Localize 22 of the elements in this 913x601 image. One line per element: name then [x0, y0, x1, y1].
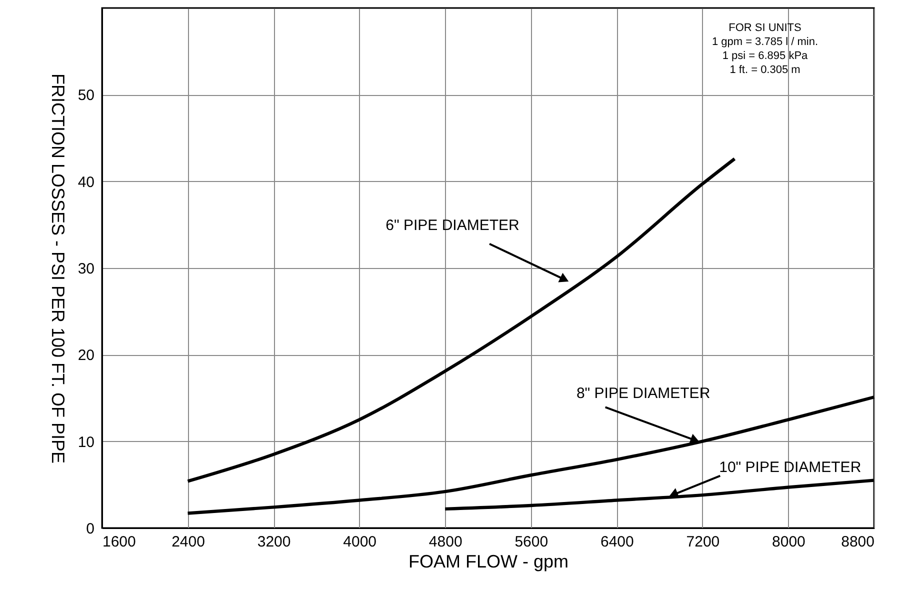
x-tick-label: 4000 [343, 534, 377, 550]
y-axis-title: FRICTION LOSSES - PSI PER 100 FT. OF PIPE [48, 73, 68, 464]
annotation: FOR SI UNITS 1 gpm = 3.785 l / min. 1 psi = 6.895 kPa 1 ft. = 0.305 m [712, 22, 818, 76]
x-tick-label: 8000 [772, 534, 806, 550]
y-tick-label: 40 [78, 174, 94, 191]
y-tick-label: 0 [86, 520, 94, 538]
x-tick-label: 6400 [600, 534, 634, 550]
x-tick-label: 1600 [102, 534, 136, 550]
x-tick-label: 4800 [428, 534, 462, 550]
x-tick-label: 8800 [841, 534, 874, 550]
annotation: 8" PIPE DIAMETER [576, 385, 710, 402]
y-tick-label: 50 [78, 87, 94, 104]
y-tick-label: 10 [78, 434, 94, 451]
x-axis-title: FOAM FLOW - gpm [408, 552, 569, 572]
x-tick-label: 5600 [514, 534, 548, 550]
y-tick-label: 30 [78, 260, 94, 278]
x-tick-label: 2400 [172, 534, 205, 550]
x-tick-label: 3200 [257, 534, 291, 550]
y-tick-label: 20 [78, 347, 94, 364]
x-tick-label: 7200 [686, 534, 720, 550]
annotation: 10" PIPE DIAMETER [719, 458, 862, 476]
annotation: 6" PIPE DIAMETER [386, 216, 520, 234]
